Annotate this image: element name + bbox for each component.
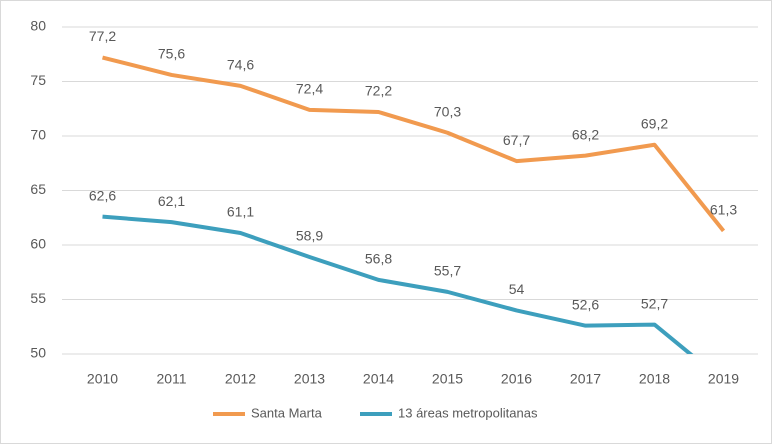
data-label: 62,6 [89, 187, 116, 203]
series-line [102, 55, 726, 233]
legend-label: 13 áreas metropolitanas [398, 405, 538, 420]
series-line [102, 214, 694, 354]
y-tick-label: 50 [30, 345, 46, 361]
legend-label: Santa Marta [251, 405, 323, 420]
data-label: 55,7 [434, 263, 461, 279]
x-tick-label: 2013 [294, 371, 325, 387]
y-tick-label: 80 [30, 18, 46, 34]
data-label: 72,4 [296, 81, 323, 97]
data-label: 68,2 [572, 126, 599, 142]
x-tick-label: 2019 [708, 371, 739, 387]
x-tick-label: 2016 [501, 371, 532, 387]
x-tick-label: 2015 [432, 371, 463, 387]
data-label: 54 [509, 281, 525, 297]
data-label: 70,3 [434, 103, 461, 119]
x-tick-label: 2017 [570, 371, 601, 387]
y-tick-label: 70 [30, 127, 46, 143]
x-tick-label: 2012 [225, 371, 256, 387]
data-label: 62,1 [158, 193, 185, 209]
data-label: 67,7 [503, 132, 530, 148]
data-label: 74,6 [227, 57, 254, 73]
x-tick-label: 2010 [87, 371, 118, 387]
data-label: 52,7 [641, 295, 668, 311]
y-tick-label: 60 [30, 236, 46, 252]
data-label: 61,3 [710, 202, 737, 218]
data-label: 56,8 [365, 251, 392, 267]
y-tick-label: 75 [30, 72, 46, 88]
y-tick-label: 55 [30, 290, 46, 306]
data-label: 75,6 [158, 46, 185, 62]
y-tick-label: 65 [30, 181, 46, 197]
x-tick-label: 2014 [363, 371, 394, 387]
data-label: 69,2 [641, 115, 668, 131]
data-label: 61,1 [227, 204, 254, 220]
data-label: 58,9 [296, 228, 323, 244]
data-label: 72,2 [365, 83, 392, 99]
x-tick-label: 2011 [156, 371, 186, 387]
x-tick-label: 2018 [639, 371, 670, 387]
data-label: 77,2 [89, 28, 116, 44]
data-label: 52,6 [572, 296, 599, 312]
